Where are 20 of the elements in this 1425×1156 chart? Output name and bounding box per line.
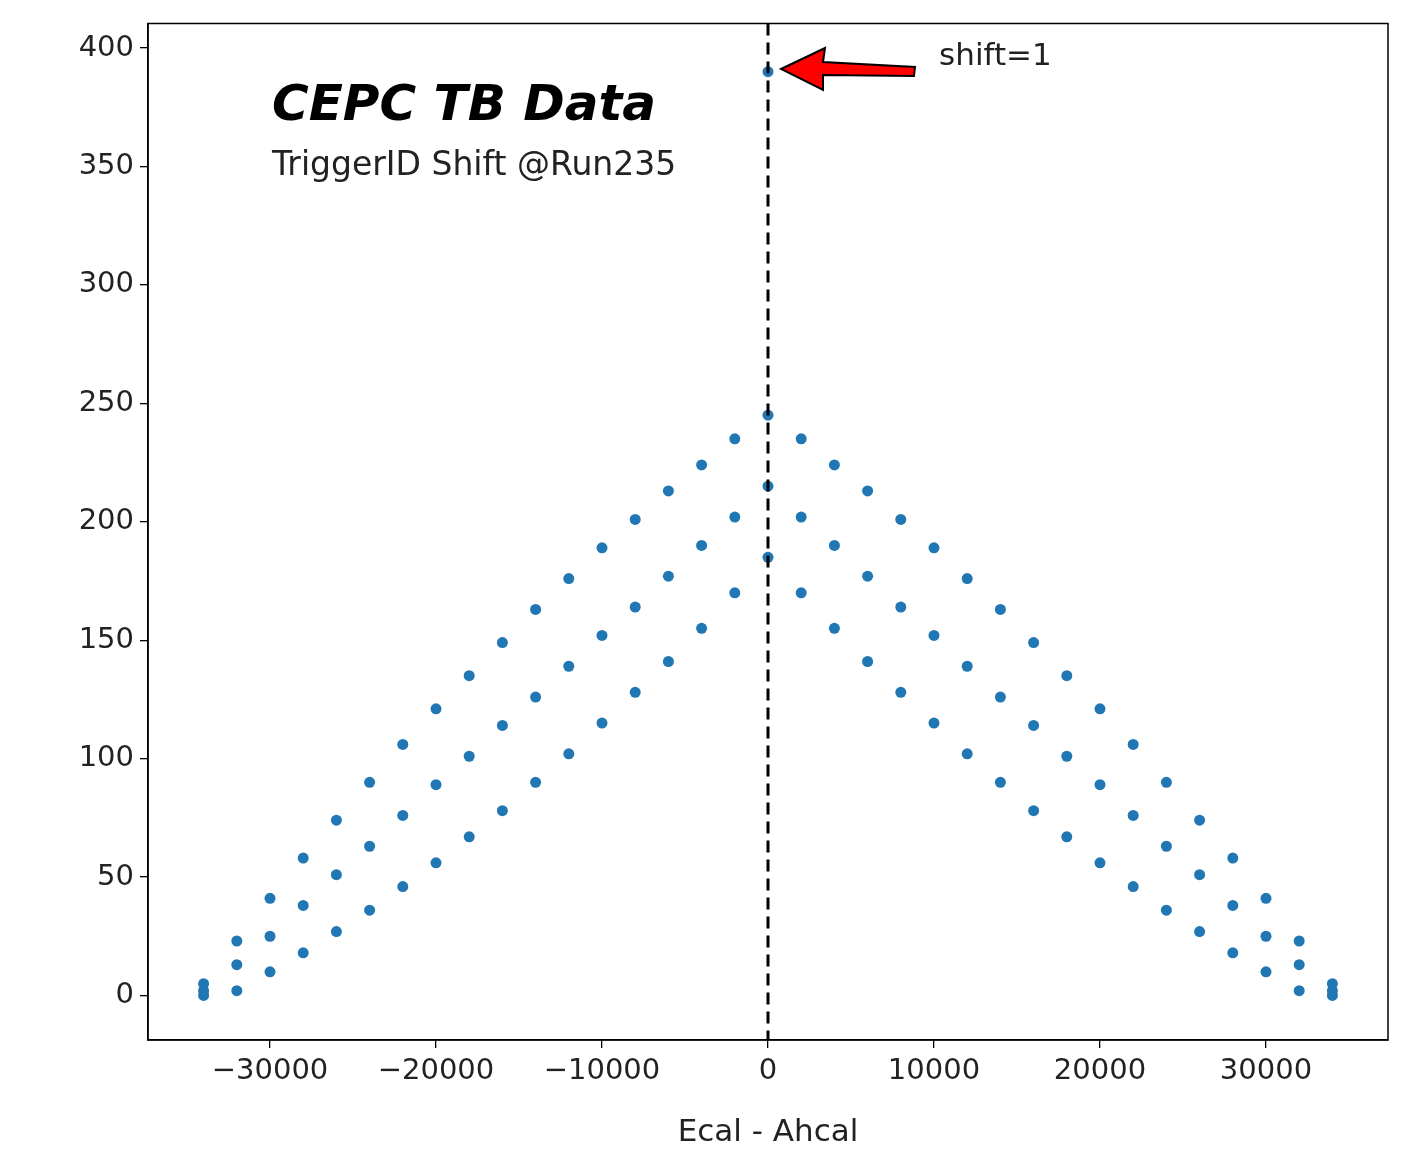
y-tick-label: 200 xyxy=(78,502,134,537)
y-tick-label: 100 xyxy=(78,739,134,774)
y-tick-label: 150 xyxy=(78,620,134,655)
annotation: shift=1 xyxy=(939,35,1052,72)
x-tick-label: −30000 xyxy=(211,1051,329,1086)
x-axis-title: Ecal - Ahcal xyxy=(677,1112,859,1149)
x-tick-label: −10000 xyxy=(543,1051,661,1086)
x-tick-label: 20000 xyxy=(1053,1051,1147,1086)
y-tick-label: 350 xyxy=(78,146,134,181)
text: TriggerID Shift @Run235 xyxy=(271,143,677,183)
y-tick-label: 400 xyxy=(78,28,134,63)
text: CEPC TB Data xyxy=(272,73,657,132)
x-tick-label: 30000 xyxy=(1219,1051,1313,1086)
y-tick-label: 0 xyxy=(115,976,134,1010)
y-tick-label: 250 xyxy=(78,383,134,418)
x-tick-label: −20000 xyxy=(377,1051,495,1086)
x-tick-label: 10000 xyxy=(887,1051,981,1086)
y-tick-label: 300 xyxy=(78,265,134,300)
x-tick-label: 0 xyxy=(758,1051,778,1086)
y-tick-label: 50 xyxy=(97,857,134,892)
